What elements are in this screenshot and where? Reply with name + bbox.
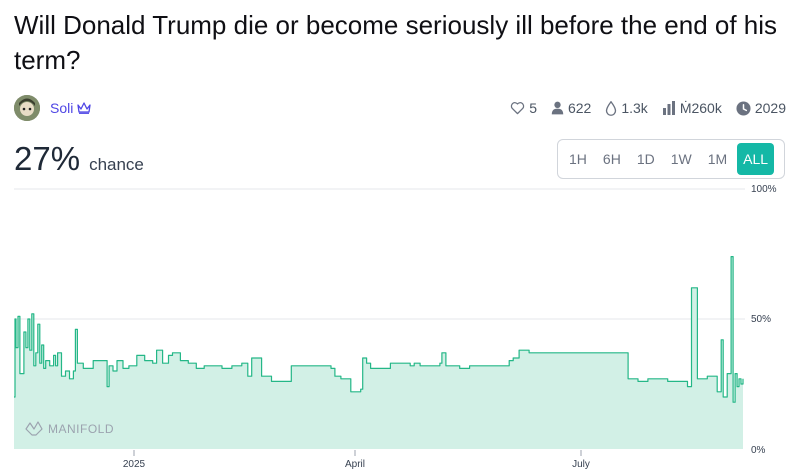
market-title: Will Donald Trump die or become seriousl… — [14, 10, 778, 75]
market-stats: 5 622 1.3k Ṁ260k 2029 — [496, 97, 786, 119]
probability-label: chance — [89, 155, 144, 174]
likes-count: 5 — [529, 100, 537, 116]
range-button-1h[interactable]: 1H — [569, 151, 587, 167]
probability-display: 27% chance — [14, 140, 144, 178]
probability-value: 27% — [14, 140, 81, 177]
heart-icon — [511, 102, 525, 115]
traders-stat[interactable]: 622 — [551, 100, 591, 116]
liquidity-stat[interactable]: 1.3k — [605, 100, 648, 116]
range-button-1w[interactable]: 1W — [670, 151, 692, 167]
y-tick-label-0: 0% — [751, 445, 766, 456]
x-tick-label-2025: 2025 — [123, 459, 146, 469]
clock-icon — [736, 100, 751, 116]
close-date-stat[interactable]: 2029 — [736, 100, 786, 116]
probability-chart[interactable]: 100% 50% 0% 2025 April July MANIFOLD — [0, 180, 794, 469]
probability-area — [14, 256, 743, 449]
user-icon — [551, 101, 564, 115]
probability-line — [14, 256, 744, 403]
time-range-selector: 1H 6H 1D 1W 1M ALL — [557, 139, 785, 179]
crown-icon — [77, 102, 92, 114]
likes-stat[interactable]: 5 — [510, 100, 537, 116]
y-tick-label-100: 100% — [751, 184, 777, 195]
liquidity-value: 1.3k — [621, 100, 648, 116]
range-button-1d[interactable]: 1D — [636, 151, 655, 167]
avatar[interactable] — [14, 95, 40, 121]
droplet-icon — [606, 100, 617, 116]
traders-count: 622 — [567, 100, 592, 116]
range-button-1m[interactable]: 1M — [707, 151, 728, 167]
manifold-logo-icon — [25, 421, 43, 436]
volume-stat[interactable]: Ṁ260k — [662, 100, 722, 116]
x-tick-label-july: July — [572, 459, 590, 469]
author-name[interactable]: Soli — [50, 100, 74, 116]
range-button-all[interactable]: ALL — [737, 143, 775, 175]
manifold-watermark: MANIFOLD — [48, 422, 114, 436]
author-info[interactable]: Soli — [14, 95, 92, 121]
y-tick-label-50: 50% — [751, 314, 771, 325]
bar-chart-icon — [662, 101, 675, 115]
close-date-value: 2029 — [754, 100, 786, 116]
volume-value: Ṁ260k — [679, 100, 722, 116]
x-tick-label-april: April — [345, 459, 365, 469]
range-button-6h[interactable]: 6H — [602, 151, 621, 167]
